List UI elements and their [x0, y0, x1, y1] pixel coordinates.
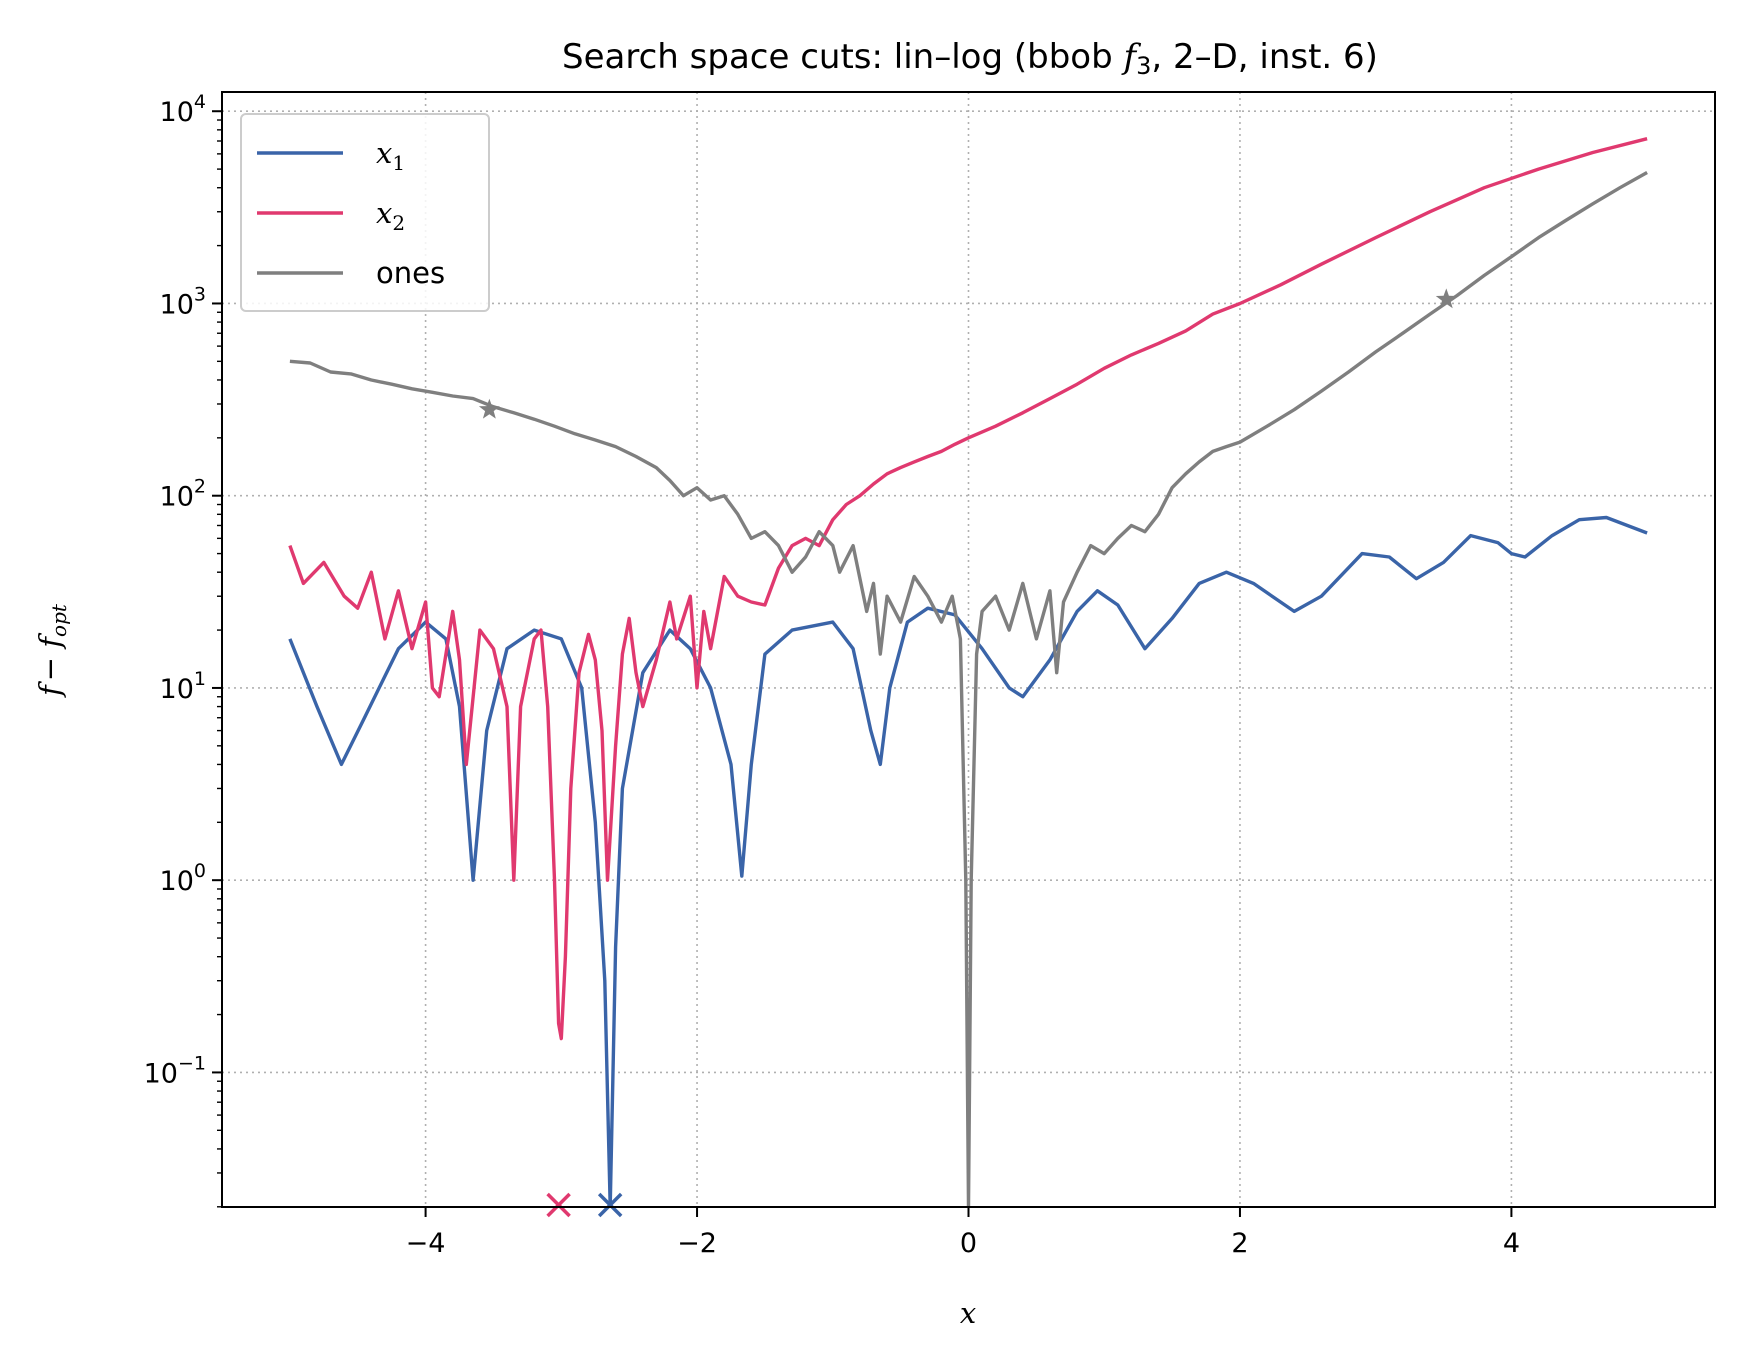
chart-title-sub: 3	[1136, 52, 1151, 80]
legend: x1 x2 ones	[240, 113, 490, 312]
x-tick-label: 2	[1231, 1228, 1248, 1259]
y-axis-ticks: 10−1 100 101 102 103 104	[144, 91, 222, 1208]
y-tick-label: 104	[160, 91, 206, 128]
x-axis-label: x	[960, 1296, 976, 1330]
legend-label: x2	[376, 196, 405, 235]
legend-entry-x1: x1	[257, 136, 405, 175]
y-axis-label-minus: −	[33, 648, 67, 682]
marker-star-ones	[478, 398, 500, 419]
x-tick-label: 4	[1503, 1228, 1520, 1259]
legend-entry-ones: ones	[257, 256, 445, 290]
x-tick-label: −2	[677, 1228, 717, 1259]
x-tick-label: 0	[960, 1228, 977, 1259]
y-tick-label: 103	[160, 283, 206, 320]
legend-label: x1	[376, 136, 405, 175]
marker-cross-x2	[546, 1192, 571, 1218]
y-tick-label: 10−1	[144, 1052, 206, 1089]
series-line-ones	[289, 171, 1648, 1207]
series-layer	[288, 137, 1648, 1207]
legend-label: ones	[376, 256, 445, 290]
chart-title-post: , 2–D, inst. 6)	[1151, 37, 1378, 77]
legend-entry-x2: x2	[257, 196, 405, 235]
y-tick-label: 102	[160, 476, 206, 513]
x-axis-ticks: −4 −2 0 2 4	[406, 1207, 1520, 1259]
marker-layer	[478, 288, 1457, 1218]
y-tick-label: 101	[160, 668, 206, 705]
y-axis-label-sub: opt	[47, 603, 71, 637]
marker-star-ones	[1435, 288, 1457, 309]
marker-cross-x1	[597, 1192, 623, 1218]
series-line-x2	[288, 137, 1648, 1041]
chart-title-pre: Search space cuts: lin–log (bbob	[562, 37, 1123, 77]
x-tick-label: −4	[406, 1228, 446, 1259]
y-tick-label: 100	[160, 860, 206, 897]
series-line-x1	[288, 515, 1648, 1207]
legend-box	[240, 113, 490, 312]
chart-title: Search space cuts: lin–log (bbob f3, 2–D…	[562, 37, 1378, 80]
